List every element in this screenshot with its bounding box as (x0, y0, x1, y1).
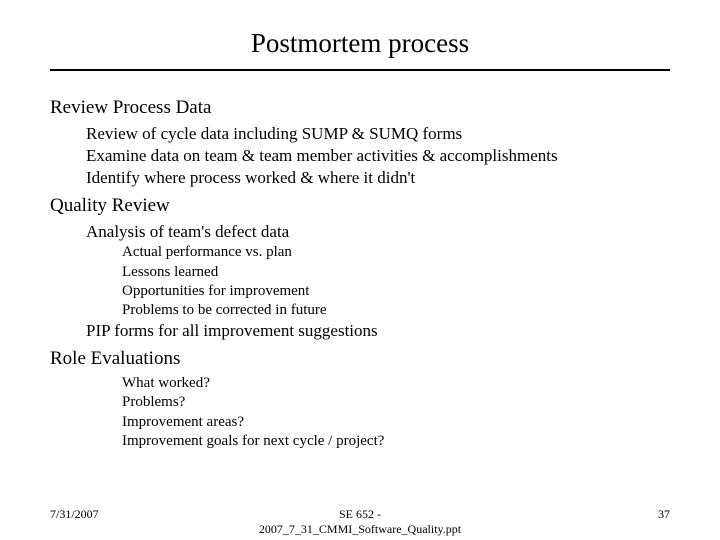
bullet-item: Review of cycle data including SUMP & SU… (86, 123, 670, 145)
slide-title: Postmortem process (50, 28, 670, 59)
slide: Postmortem process Review Process Data R… (0, 0, 720, 540)
sub-bullet-item: Problems? (122, 393, 670, 412)
sub-bullet-item: Improvement areas? (122, 413, 670, 432)
sub-bullet-item: Actual performance vs. plan (122, 243, 670, 262)
footer-page-number: 37 (658, 507, 670, 522)
footer-date: 7/31/2007 (50, 507, 99, 522)
sub-bullet-item: What worked? (122, 374, 670, 393)
sub-bullet-item: Opportunities for improvement (122, 282, 670, 301)
sub-bullet-item: Improvement goals for next cycle / proje… (122, 432, 670, 451)
footer-center-line2: 2007_7_31_CMMI_Software_Quality.ppt (259, 522, 461, 536)
section-heading: Role Evaluations (50, 348, 670, 370)
footer-filename: SE 652 - 2007_7_31_CMMI_Software_Quality… (50, 507, 670, 537)
bullet-item: Analysis of team's defect data (86, 221, 670, 243)
title-rule (50, 69, 670, 71)
bullet-item: Examine data on team & team member activ… (86, 145, 670, 167)
bullet-item: PIP forms for all improvement suggestion… (86, 320, 670, 342)
sub-bullet-item: Problems to be corrected in future (122, 301, 670, 320)
slide-footer: 7/31/2007 SE 652 - 2007_7_31_CMMI_Softwa… (50, 507, 670, 522)
section-heading: Quality Review (50, 195, 670, 217)
footer-center-line1: SE 652 - (339, 507, 381, 521)
sub-bullet-item: Lessons learned (122, 263, 670, 282)
bullet-item: Identify where process worked & where it… (86, 167, 670, 189)
section-heading: Review Process Data (50, 97, 670, 119)
